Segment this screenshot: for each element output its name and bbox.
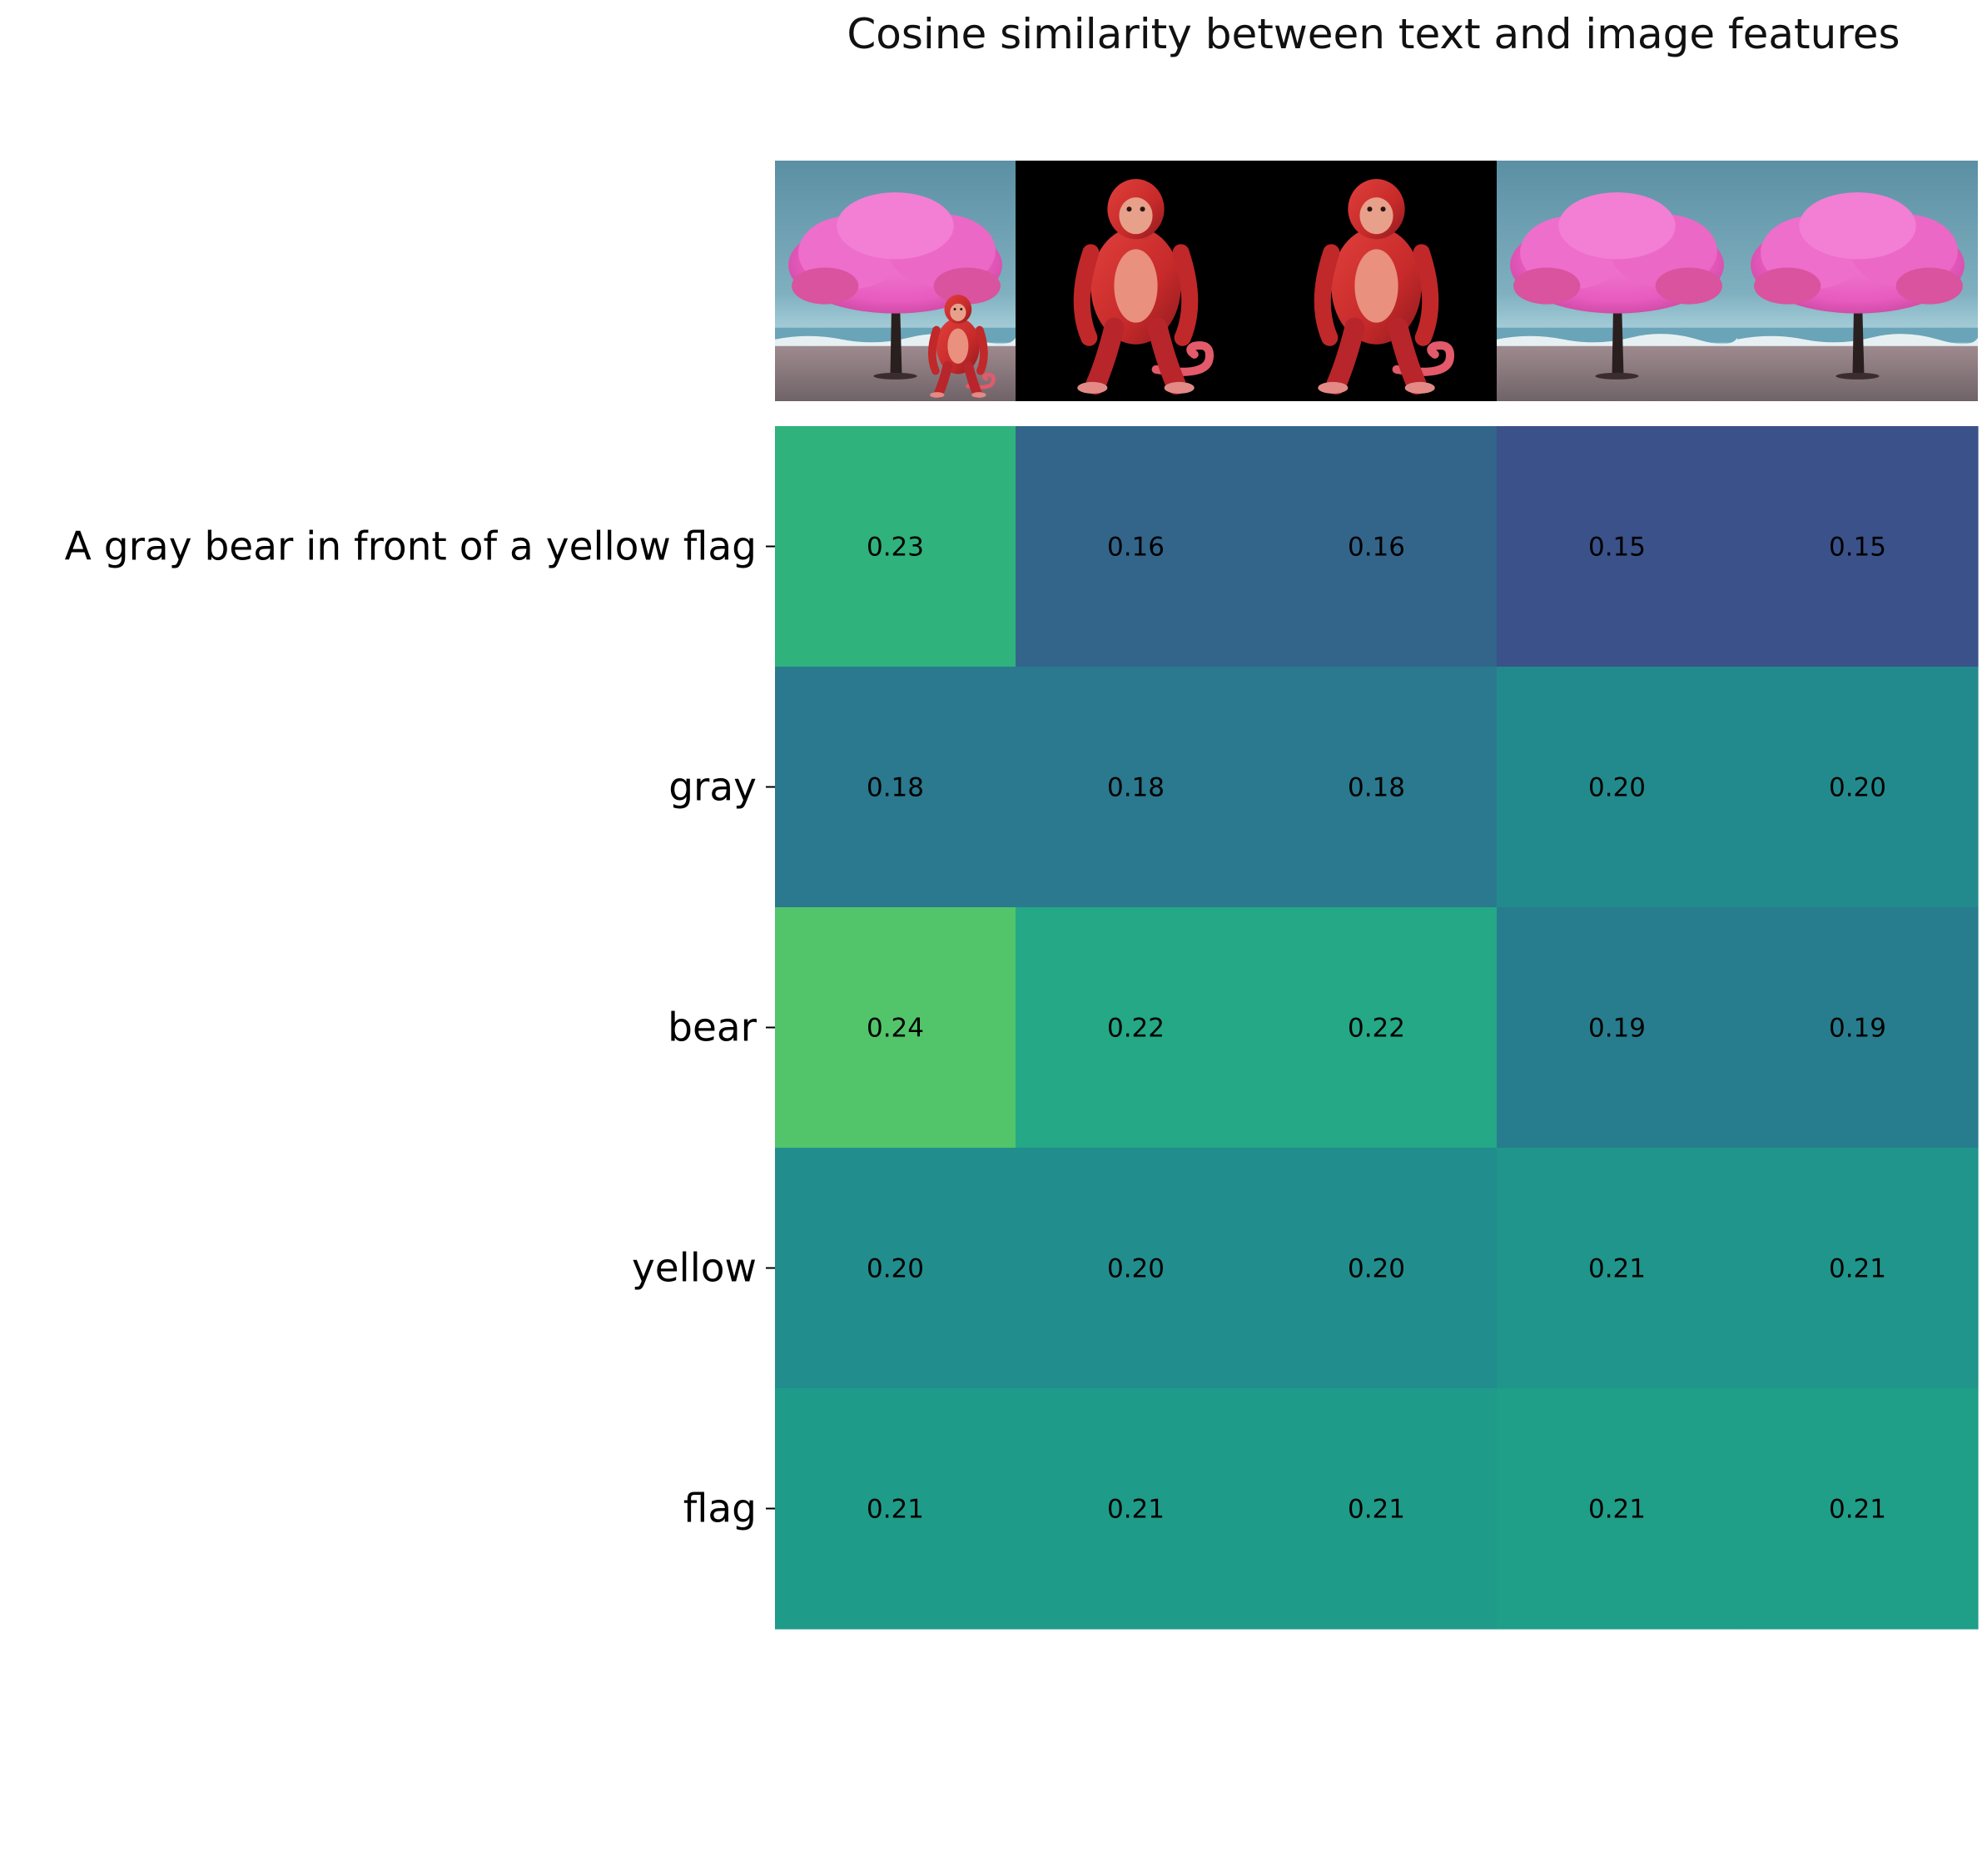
heatmap-cell xyxy=(1016,667,1257,908)
cell-value-label: 0.18 xyxy=(1107,773,1165,803)
heatmap-cell xyxy=(775,1388,1016,1630)
heatmap-cell xyxy=(1256,1388,1498,1630)
cell-value-label: 0.21 xyxy=(1829,1254,1886,1284)
cell-value-label: 0.21 xyxy=(1588,1495,1646,1525)
heatmap-cell xyxy=(1737,1148,1979,1389)
cell-value-label: 0.19 xyxy=(1829,1014,1886,1044)
image-thumbnails xyxy=(775,161,1978,401)
image-thumbnail-red-monkey-on-black xyxy=(1016,161,1256,401)
cell-value-label: 0.23 xyxy=(867,533,924,563)
chart-title: Cosine similarity between text and image… xyxy=(847,10,1900,58)
cell-value-label: 0.22 xyxy=(1107,1014,1165,1044)
heatmap-cell xyxy=(1497,426,1738,668)
heatmap-cells: 0.23 0.16 0.16 0.15 0.15 0.18 0.18 0.18 0.20 0.20… xyxy=(775,426,1979,1630)
heatmap-cell xyxy=(1256,907,1498,1149)
heatmap-cell xyxy=(1256,667,1498,908)
heatmap-cell xyxy=(1737,1388,1979,1630)
cell-value-label: 0.20 xyxy=(1829,773,1886,803)
cell-value-label: 0.21 xyxy=(1588,1254,1646,1284)
heatmap-cell xyxy=(1737,426,1979,668)
y-tick-label: A gray bear in front of a yellow flag xyxy=(65,524,757,570)
cell-value-label: 0.15 xyxy=(1829,533,1886,563)
cell-value-label: 0.21 xyxy=(1348,1495,1405,1525)
heatmap-cell xyxy=(775,667,1016,908)
heatmap-cell xyxy=(1497,907,1738,1149)
cell-value-label: 0.18 xyxy=(867,773,924,803)
heatmap-cell xyxy=(1016,1148,1257,1389)
cell-value-label: 0.22 xyxy=(1348,1014,1405,1044)
cell-value-label: 0.21 xyxy=(1107,1495,1165,1525)
cell-value-label: 0.20 xyxy=(1348,1254,1405,1284)
y-tick-label: gray xyxy=(668,765,757,811)
cell-value-label: 0.16 xyxy=(1107,533,1165,563)
y-tick-label: flag xyxy=(683,1486,757,1532)
heatmap-cell xyxy=(1737,667,1979,908)
image-thumbnail-red-monkey-on-black xyxy=(1256,161,1497,401)
y-tick-label: bear xyxy=(668,1005,758,1051)
heatmap-cell xyxy=(775,907,1016,1149)
heatmap-cell xyxy=(1016,1388,1257,1630)
cell-value-label: 0.21 xyxy=(1829,1495,1886,1525)
y-axis-ticks: A gray bear in front of a yellow flag gra… xyxy=(65,524,775,1532)
cell-value-label: 0.19 xyxy=(1588,1014,1646,1044)
cell-value-label: 0.20 xyxy=(867,1254,924,1284)
image-thumbnail-pink-tree-on-beach xyxy=(1737,161,1978,401)
cell-value-label: 0.20 xyxy=(1107,1254,1165,1284)
heatmap-cell xyxy=(1737,907,1979,1149)
cell-value-label: 0.15 xyxy=(1588,533,1646,563)
cell-value-label: 0.18 xyxy=(1348,773,1405,803)
image-thumbnail-pink-tree-with-small-red-monkey xyxy=(775,161,1016,401)
cell-value-label: 0.16 xyxy=(1348,533,1405,563)
heatmap-cell xyxy=(775,1148,1016,1389)
heatmap-cell xyxy=(775,426,1016,668)
cell-value-label: 0.24 xyxy=(867,1014,924,1044)
cell-value-label: 0.21 xyxy=(867,1495,924,1525)
heatmap-cell xyxy=(1497,1148,1738,1389)
cell-value-label: 0.20 xyxy=(1588,773,1646,803)
image-thumbnail-pink-tree-on-beach xyxy=(1497,161,1737,401)
heatmap-cell xyxy=(1497,667,1738,908)
heatmap-cell xyxy=(1256,1148,1498,1389)
y-tick-label: yellow xyxy=(632,1246,757,1292)
heatmap-cell xyxy=(1016,907,1257,1149)
heatmap-cell xyxy=(1016,426,1257,668)
heatmap-cell xyxy=(1497,1388,1738,1630)
heatmap-cell xyxy=(1256,426,1498,668)
